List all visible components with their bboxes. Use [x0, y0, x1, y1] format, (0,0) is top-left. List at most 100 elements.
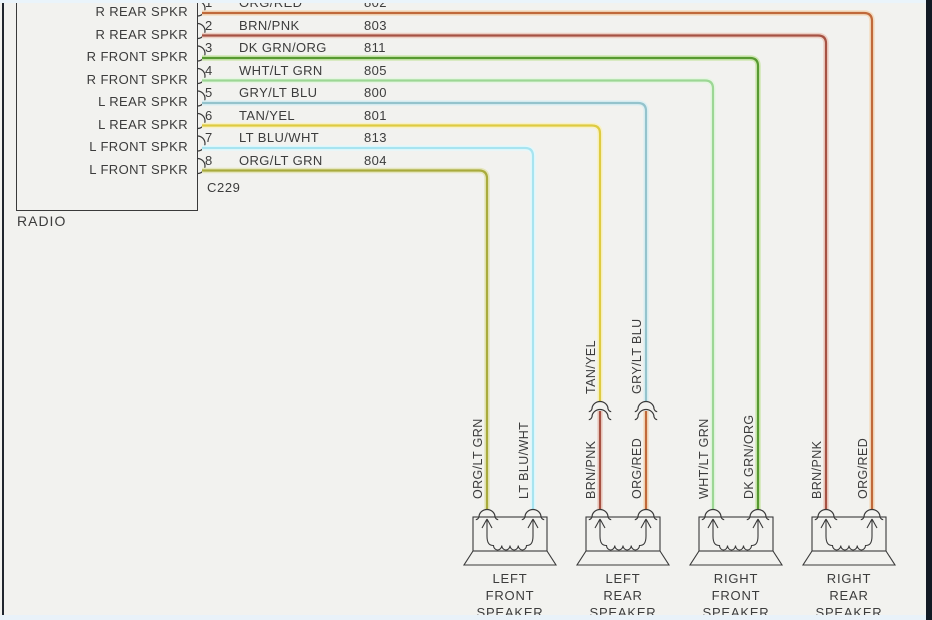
- pin-5-number: 5: [205, 85, 213, 100]
- pin-8-terminal-arc: [197, 157, 206, 175]
- speaker-left-front-speaker-cone: [462, 550, 558, 566]
- speaker-right-front-speaker-cone: [688, 550, 784, 566]
- speaker-right-front-speaker-caption-line-1: RIGHT: [713, 571, 759, 586]
- wire-brn-pnk: [202, 34, 828, 509]
- radio-connector-box: [16, 0, 198, 211]
- radio-pin-7-speaker-label: L FRONT SPKR: [89, 139, 188, 154]
- wire-label-gry-lt-blu-3: GRY/LT BLU: [630, 318, 644, 394]
- pin-4-number: 4: [205, 62, 213, 78]
- speaker-left-front-speaker-terminal-2-arrow: [527, 518, 539, 536]
- pin-7-circuit-number: 813: [364, 130, 387, 145]
- wire-org-lt-grn: [202, 169, 489, 509]
- connector-id-label: C229: [207, 180, 241, 195]
- speaker-right-rear-speaker-symbol: [801, 508, 897, 566]
- pin-8-wire-name: ORG/LT GRN: [239, 152, 323, 168]
- radio-pin-8-speaker-label: L FRONT SPKR: [89, 161, 188, 177]
- pin-6-circuit-number: 801: [364, 107, 387, 123]
- speaker-left-front-speaker-terminal-1-arrow: [481, 518, 493, 536]
- pin-3-wire-name: DK GRN/ORG: [239, 40, 327, 55]
- pin-1-terminal-arc: [197, 0, 206, 17]
- speaker-left-front-speaker-terminal-1-connector: [475, 508, 499, 521]
- pin-1-number: 1: [205, 0, 213, 10]
- pin-3-circuit-number: 811: [364, 40, 386, 55]
- inline-connector-lower-org-red: [634, 408, 658, 421]
- speaker-left-front-speaker-symbol: [462, 508, 558, 566]
- pin-7-terminal-arc: [197, 135, 206, 152]
- pin-6-terminal-arc: [197, 112, 206, 130]
- speaker-left-rear-speaker-caption-line-2: REAR: [603, 588, 643, 603]
- speaker-right-rear-speaker-terminal-2-arrow: [866, 518, 878, 536]
- wire-label-org-red-5: ORG/RED: [630, 437, 644, 499]
- wire-brn-pnk-glow: [202, 32, 829, 509]
- speaker-right-rear-speaker-terminal-1-connector: [814, 508, 838, 521]
- pin-4-terminal-arc: [197, 67, 206, 85]
- speaker-left-front-speaker-caption-line-2: FRONT: [485, 588, 535, 603]
- pin-8-number: 8: [205, 152, 213, 168]
- pin-5-terminal-arc: [197, 90, 206, 107]
- pin-2-number: 2: [205, 17, 213, 33]
- radio-pin-4-speaker-label: R FRONT SPKR: [86, 71, 188, 87]
- radio-pin-2-speaker-label: R REAR SPKR: [95, 26, 188, 42]
- speaker-right-front-speaker-terminal-1-connector: [701, 508, 725, 521]
- speaker-right-rear-speaker-terminal-2-connector: [860, 508, 884, 521]
- pin-7-wire-name: LT BLU/WHT: [239, 130, 320, 145]
- wire-label-brn-pnk-4: BRN/PNK: [584, 440, 598, 499]
- inline-connector-upper-gry-lt-blu: [634, 400, 658, 413]
- wire-label-org-red-9: ORG/RED: [856, 437, 870, 499]
- pin-3-terminal-arc: [197, 45, 206, 62]
- speaker-left-rear-speaker-voice-coil: [599, 535, 647, 551]
- pin-5-wire-name: GRY/LT BLU: [239, 85, 318, 100]
- speaker-right-front-speaker-caption-line-2: FRONT: [711, 588, 761, 603]
- speaker-left-front-speaker-terminal-2-connector: [521, 508, 545, 521]
- pin-7-number: 7: [205, 130, 213, 145]
- inline-connector-upper-tan-yel: [588, 400, 612, 413]
- speaker-left-rear-speaker-symbol: [575, 508, 671, 566]
- speaker-left-front-speaker-voice-coil: [486, 535, 534, 551]
- radio-pin-5-speaker-label: L REAR SPKR: [98, 94, 188, 109]
- speaker-right-rear-speaker-caption-line-2: REAR: [829, 588, 869, 603]
- pin-3-number: 3: [205, 40, 213, 55]
- pin-8-circuit-number: 804: [364, 152, 387, 168]
- wire-label-wht-lt-grn-6: WHT/LT GRN: [697, 418, 711, 499]
- speaker-right-front-speaker-terminal-1-arrow: [707, 518, 719, 536]
- speaker-right-rear-speaker-voice-coil: [825, 535, 873, 551]
- page-border-bottom: [0, 615, 926, 620]
- page-border-top: [0, 0, 926, 3]
- speaker-right-front-speaker-voice-coil: [712, 535, 759, 551]
- speaker-right-rear-speaker-caption-line-1: RIGHT: [826, 571, 872, 586]
- wire-label-tan-yel-2: TAN/YEL: [584, 340, 598, 394]
- pin-4-wire-name: WHT/LT GRN: [239, 62, 323, 78]
- speaker-left-rear-speaker-terminal-1-arrow: [594, 518, 606, 536]
- wire-org-lt-grn-glow: [202, 167, 490, 509]
- speaker-left-rear-speaker-terminal-1-connector: [588, 508, 612, 521]
- wire-label-org-lt-grn-0: ORG/LT GRN: [471, 418, 485, 499]
- speaker-left-rear-speaker-terminal-2-arrow: [640, 518, 652, 536]
- radio-pin-3-speaker-label: R FRONT SPKR: [86, 49, 188, 64]
- radio-pin-6-speaker-label: L REAR SPKR: [98, 116, 188, 132]
- wire-label-brn-pnk-8: BRN/PNK: [810, 440, 824, 499]
- inline-connector-lower-brn-pnk: [588, 408, 612, 421]
- speaker-left-rear-speaker-cone: [575, 550, 671, 566]
- speaker-right-front-speaker-symbol: [688, 508, 784, 566]
- pin-4-circuit-number: 805: [364, 62, 387, 78]
- pin-2-terminal-arc: [197, 22, 206, 40]
- speaker-right-rear-speaker-cone: [801, 550, 897, 566]
- pin-2-wire-name: BRN/PNK: [239, 17, 300, 33]
- page-border-right: [926, 0, 932, 620]
- pin-2-circuit-number: 803: [364, 17, 387, 33]
- wire-gry-lt-blu: [202, 101, 648, 402]
- speaker-right-front-speaker-terminal-2-connector: [746, 508, 770, 521]
- speaker-right-front-speaker-terminal-2-arrow: [752, 518, 764, 536]
- pin-1-circuit-number: 802: [364, 0, 387, 10]
- pin-1-wire-name: ORG/RED: [239, 0, 303, 10]
- speaker-left-rear-speaker-caption-line-1: LEFT: [605, 571, 641, 586]
- wire-label-lt-blu-wht-1: LT BLU/WHT: [517, 421, 531, 499]
- wire-label-dk-grn-org-7: DK GRN/ORG: [742, 414, 756, 499]
- pin-6-number: 6: [205, 107, 213, 123]
- pin-5-circuit-number: 800: [364, 85, 387, 100]
- speaker-right-rear-speaker-terminal-1-arrow: [820, 518, 832, 536]
- page-border-left: [2, 0, 4, 620]
- wire-gry-lt-blu-glow: [202, 100, 649, 402]
- speaker-left-front-speaker-caption-line-1: LEFT: [492, 571, 528, 586]
